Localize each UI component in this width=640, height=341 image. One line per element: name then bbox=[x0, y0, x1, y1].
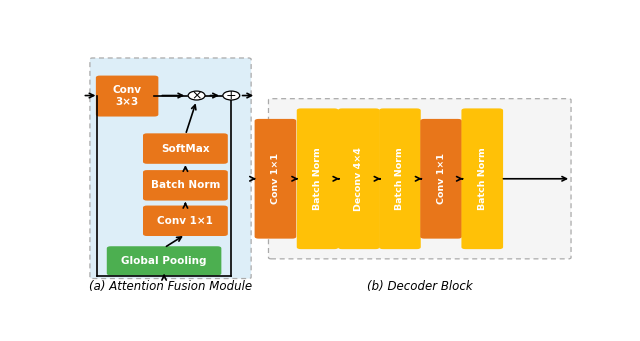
Text: Conv
3×3: Conv 3×3 bbox=[113, 85, 141, 107]
Circle shape bbox=[223, 91, 240, 100]
Text: Deconv 4×4: Deconv 4×4 bbox=[355, 147, 364, 211]
FancyBboxPatch shape bbox=[379, 108, 420, 249]
FancyBboxPatch shape bbox=[255, 119, 296, 239]
Text: (b) Decoder Block: (b) Decoder Block bbox=[367, 280, 472, 293]
Text: Conv 1×1: Conv 1×1 bbox=[157, 216, 213, 226]
Text: (a) Attention Fusion Module: (a) Attention Fusion Module bbox=[89, 280, 252, 293]
FancyBboxPatch shape bbox=[461, 108, 503, 249]
Text: ×: × bbox=[191, 89, 202, 102]
FancyBboxPatch shape bbox=[90, 58, 251, 279]
FancyBboxPatch shape bbox=[143, 170, 228, 201]
Text: SoftMax: SoftMax bbox=[161, 144, 210, 153]
FancyBboxPatch shape bbox=[96, 76, 158, 117]
Text: Batch Norm: Batch Norm bbox=[477, 147, 487, 210]
Text: +: + bbox=[226, 89, 237, 102]
Text: Batch Norm: Batch Norm bbox=[396, 147, 404, 210]
FancyBboxPatch shape bbox=[420, 119, 462, 239]
FancyBboxPatch shape bbox=[107, 246, 221, 276]
FancyBboxPatch shape bbox=[143, 133, 228, 164]
FancyBboxPatch shape bbox=[269, 99, 571, 259]
Text: Conv 1×1: Conv 1×1 bbox=[271, 153, 280, 204]
FancyBboxPatch shape bbox=[338, 108, 380, 249]
Text: Batch Norm: Batch Norm bbox=[313, 147, 322, 210]
Text: Batch Norm: Batch Norm bbox=[150, 180, 220, 190]
Text: Global Pooling: Global Pooling bbox=[122, 256, 207, 266]
FancyBboxPatch shape bbox=[297, 108, 339, 249]
FancyBboxPatch shape bbox=[143, 206, 228, 236]
Circle shape bbox=[188, 91, 205, 100]
Text: Conv 1×1: Conv 1×1 bbox=[436, 153, 445, 204]
